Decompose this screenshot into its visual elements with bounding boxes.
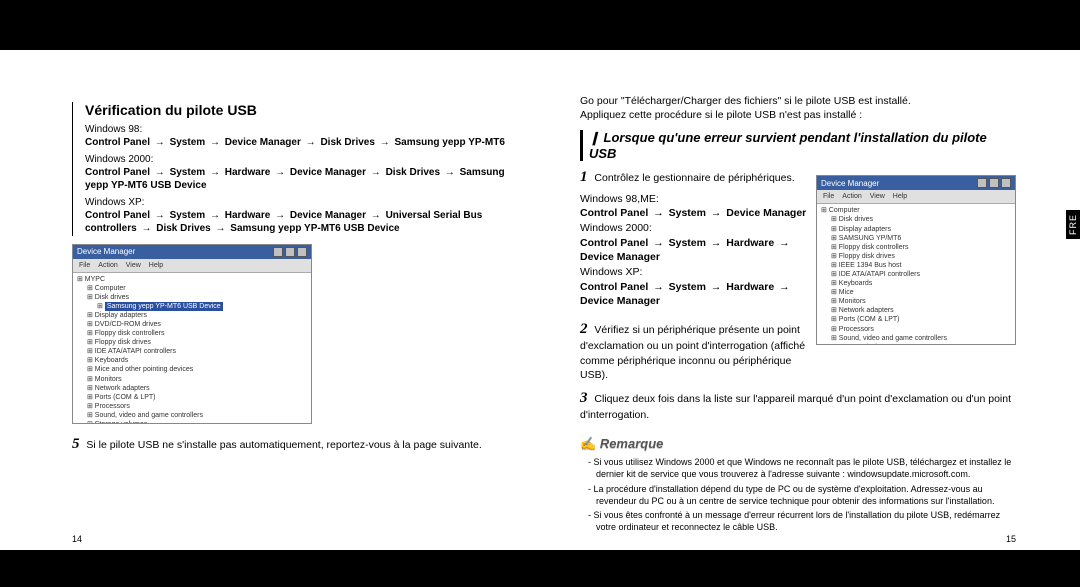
tree-item: ⊞ Keyboards: [821, 279, 1011, 288]
dm-tree: ⊞ MYPC⊞ Computer⊞ Disk drives⊞ Samsung y…: [73, 273, 311, 423]
note-item: Si vous êtes confronté à un message d'er…: [596, 509, 1016, 533]
remarque-heading: Remarque: [580, 436, 1016, 452]
nav-path: Control Panel → System → Hardware → Devi…: [85, 209, 508, 236]
tree-item: ⊞ Ports (COM & LPT): [77, 393, 307, 402]
tree-item: ⊞ Processors: [77, 402, 307, 411]
dm-menubar: FileActionViewHelp: [817, 190, 1015, 204]
os-name: Windows XP:: [85, 197, 508, 208]
os-name: Windows 98:: [85, 124, 508, 135]
tree-item: ⊞ Floppy disk drives: [77, 338, 307, 347]
step-number: 1: [580, 169, 588, 185]
tree-item: ⊞ Monitors: [77, 375, 307, 384]
tree-item: ⊞ Disk drives: [77, 293, 307, 302]
window-buttons: [977, 178, 1011, 188]
os-block: Windows 2000:Control Panel → System → Ha…: [85, 154, 508, 193]
step-number: 5: [72, 436, 80, 452]
tree-item: ⊞ DVD/CD-ROM drives: [77, 320, 307, 329]
device-manager-screenshot-small: Device Manager FileActionViewHelp ⊞ Comp…: [816, 175, 1016, 345]
tree-item: ⊞ Mice and other pointing devices: [77, 365, 307, 374]
nav-path: Control Panel → System → Hardware → Devi…: [85, 166, 508, 193]
nav-path: Control Panel → System → Device Manager …: [85, 136, 508, 150]
tree-item: ⊞ Floppy disk controllers: [77, 329, 307, 338]
dm-menubar: FileActionViewHelp: [73, 259, 311, 273]
tree-item: ⊞ Computer: [821, 206, 1011, 215]
step-5: 5 Si le pilote USB ne s'installe pas aut…: [72, 434, 508, 454]
intro-text: Go pour "Télécharger/Charger des fichier…: [580, 94, 1016, 122]
tree-item: ⊞ Network adapters: [77, 384, 307, 393]
os-block: Windows XP:Control Panel → System → Hard…: [85, 197, 508, 236]
tree-item: ⊞ Disk drives: [821, 215, 1011, 224]
tree-item: ⊞ Monitors: [821, 297, 1011, 306]
step-number: 2: [580, 321, 588, 337]
tree-item: ⊞ Sound, video and game controllers: [77, 411, 307, 420]
tree-item: ⊞ Ports (COM & LPT): [821, 315, 1011, 324]
tree-item: ⊞ Keyboards: [77, 356, 307, 365]
step-text: Si le pilote USB ne s'installe pas autom…: [86, 439, 481, 451]
tree-item: ⊞ Storage volumes: [77, 420, 307, 423]
window-buttons: [273, 247, 307, 257]
tree-item: ⊞ Mice: [821, 288, 1011, 297]
dm-tree: ⊞ Computer⊞ Disk drives⊞ Display adapter…: [817, 204, 1015, 344]
tree-item: ⊞ Floppy disk drives: [821, 252, 1011, 261]
note-item: Si vous utilisez Windows 2000 et que Win…: [596, 456, 1016, 480]
section-title: Vérification du pilote USB: [85, 102, 508, 118]
tree-item: ⊞ SAMSUNG YP/MT6: [821, 234, 1011, 243]
notes-list: Si vous utilisez Windows 2000 et que Win…: [580, 456, 1016, 533]
tree-item: ⊞ IDE ATA/ATAPI controllers: [77, 347, 307, 356]
tree-item: ⊞ Display adapters: [77, 311, 307, 320]
tree-item: ⊞ Floppy disk controllers: [821, 243, 1011, 252]
tree-item: ⊞ System devices: [821, 343, 1011, 345]
tree-item: ⊞ IEEE 1394 Bus host: [821, 261, 1011, 270]
right-page: Go pour "Télécharger/Charger des fichier…: [540, 50, 1080, 550]
os-block: Windows 98:Control Panel → System → Devi…: [85, 124, 508, 150]
page-number: 14: [72, 534, 82, 544]
page-spread: Vérification du pilote USB Windows 98:Co…: [0, 50, 1080, 550]
tree-item: ⊞ MYPC: [77, 275, 307, 284]
left-page: Vérification du pilote USB Windows 98:Co…: [0, 50, 540, 550]
tree-item: ⊞ Computer: [77, 284, 307, 293]
dm-window-title: Device Manager: [821, 179, 879, 188]
dm-window-title: Device Manager: [77, 247, 135, 256]
tree-item: ⊞ Display adapters: [821, 225, 1011, 234]
step-number: 3: [580, 390, 588, 406]
tree-item: ⊞ Processors: [821, 325, 1011, 334]
subheading: ❙ Lorsque qu'une erreur survient pendant…: [580, 130, 1016, 161]
tree-item: ⊞ Sound, video and game controllers: [821, 334, 1011, 343]
os-name: Windows 2000:: [85, 154, 508, 165]
tree-item: ⊞ IDE ATA/ATAPI controllers: [821, 270, 1011, 279]
language-tab: FRE: [1066, 210, 1080, 239]
tree-item: ⊞ Samsung yepp YP-MT6 USB Device: [77, 302, 307, 311]
step: 3 Cliquez deux fois dans la liste sur l'…: [580, 388, 1016, 422]
device-manager-screenshot: Device Manager FileActionViewHelp ⊞ MYPC…: [72, 244, 312, 424]
tree-item: ⊞ Network adapters: [821, 306, 1011, 315]
note-item: La procédure d'installation dépend du ty…: [596, 483, 1016, 507]
page-number: 15: [1006, 534, 1016, 544]
